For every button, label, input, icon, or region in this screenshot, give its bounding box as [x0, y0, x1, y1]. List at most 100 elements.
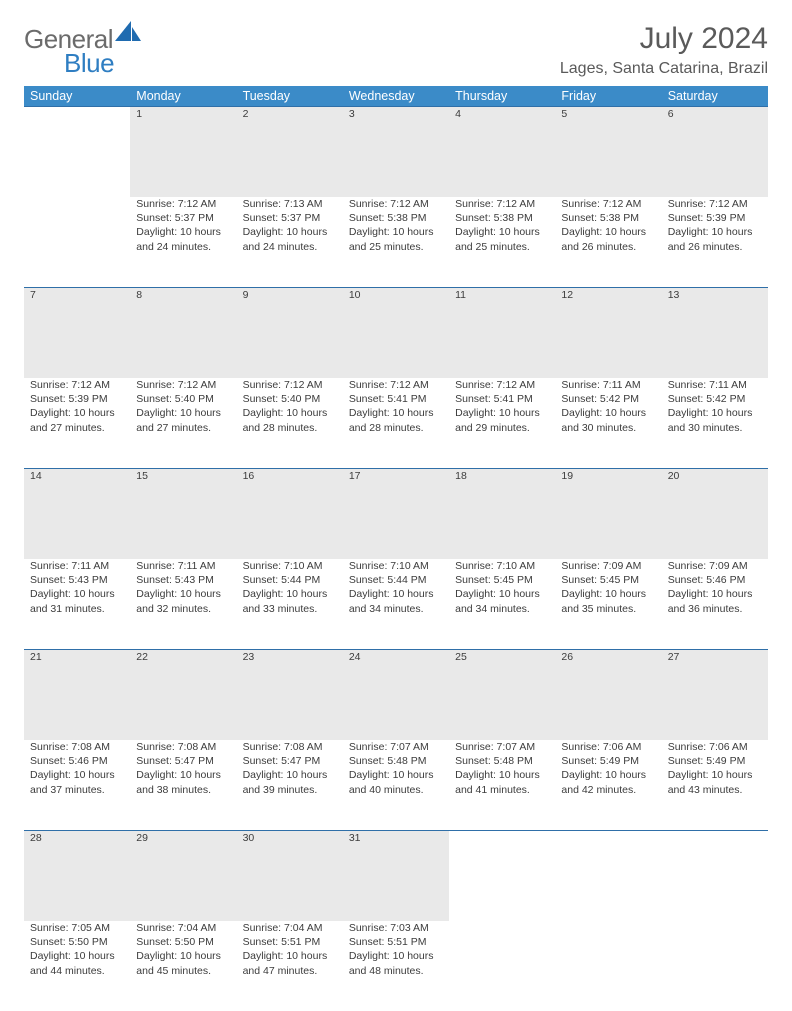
day-number-empty	[24, 107, 130, 198]
day-cell: Sunrise: 7:12 AMSunset: 5:38 PMDaylight:…	[449, 197, 555, 288]
day-dl2: and 33 minutes.	[243, 602, 337, 616]
day-sunrise: Sunrise: 7:12 AM	[136, 197, 230, 211]
day-dl1: Daylight: 10 hours	[668, 225, 762, 239]
day-cell-empty	[449, 921, 555, 1011]
day-dl1: Daylight: 10 hours	[561, 406, 655, 420]
day-cell: Sunrise: 7:12 AMSunset: 5:41 PMDaylight:…	[449, 378, 555, 469]
day-cell: Sunrise: 7:10 AMSunset: 5:44 PMDaylight:…	[343, 559, 449, 650]
day-sunset: Sunset: 5:49 PM	[561, 754, 655, 768]
day-sunset: Sunset: 5:50 PM	[30, 935, 124, 949]
day-dl2: and 24 minutes.	[136, 240, 230, 254]
day-dl2: and 34 minutes.	[455, 602, 549, 616]
day-cell: Sunrise: 7:09 AMSunset: 5:46 PMDaylight:…	[662, 559, 768, 650]
day-sunrise: Sunrise: 7:06 AM	[668, 740, 762, 754]
day-dl2: and 37 minutes.	[30, 783, 124, 797]
day-sunrise: Sunrise: 7:11 AM	[668, 378, 762, 392]
day-dl1: Daylight: 10 hours	[136, 587, 230, 601]
day-cell: Sunrise: 7:05 AMSunset: 5:50 PMDaylight:…	[24, 921, 130, 1011]
day-dl2: and 36 minutes.	[668, 602, 762, 616]
day-cell-empty	[662, 921, 768, 1011]
day-cell: Sunrise: 7:06 AMSunset: 5:49 PMDaylight:…	[555, 740, 661, 831]
day-sunrise: Sunrise: 7:12 AM	[243, 378, 337, 392]
day-cell: Sunrise: 7:04 AMSunset: 5:51 PMDaylight:…	[237, 921, 343, 1011]
day-cell-empty	[555, 921, 661, 1011]
day-number: 21	[24, 650, 130, 741]
day-number-row: 28293031	[24, 831, 768, 922]
day-dl1: Daylight: 10 hours	[349, 587, 443, 601]
day-number-empty	[555, 831, 661, 922]
day-sunrise: Sunrise: 7:04 AM	[136, 921, 230, 935]
day-number: 12	[555, 288, 661, 379]
day-dl1: Daylight: 10 hours	[136, 768, 230, 782]
day-dl1: Daylight: 10 hours	[561, 587, 655, 601]
day-dl2: and 38 minutes.	[136, 783, 230, 797]
day-sunrise: Sunrise: 7:12 AM	[455, 197, 549, 211]
day-dl2: and 35 minutes.	[561, 602, 655, 616]
day-sunrise: Sunrise: 7:11 AM	[136, 559, 230, 573]
day-dl2: and 48 minutes.	[349, 964, 443, 978]
day-number: 6	[662, 107, 768, 198]
day-cell: Sunrise: 7:07 AMSunset: 5:48 PMDaylight:…	[343, 740, 449, 831]
day-cell: Sunrise: 7:12 AMSunset: 5:40 PMDaylight:…	[237, 378, 343, 469]
day-number-row: 123456	[24, 107, 768, 198]
day-number: 20	[662, 469, 768, 560]
day-number-row: 21222324252627	[24, 650, 768, 741]
day-sunset: Sunset: 5:48 PM	[455, 754, 549, 768]
day-dl1: Daylight: 10 hours	[30, 949, 124, 963]
day-number-empty	[449, 831, 555, 922]
day-sunrise: Sunrise: 7:03 AM	[349, 921, 443, 935]
day-sunset: Sunset: 5:46 PM	[668, 573, 762, 587]
day-sunrise: Sunrise: 7:13 AM	[243, 197, 337, 211]
day-sunset: Sunset: 5:49 PM	[668, 754, 762, 768]
day-number: 8	[130, 288, 236, 379]
day-dl1: Daylight: 10 hours	[243, 949, 337, 963]
day-number: 7	[24, 288, 130, 379]
day-number: 25	[449, 650, 555, 741]
day-cell: Sunrise: 7:03 AMSunset: 5:51 PMDaylight:…	[343, 921, 449, 1011]
day-sunrise: Sunrise: 7:12 AM	[455, 378, 549, 392]
day-number: 2	[237, 107, 343, 198]
day-sunset: Sunset: 5:51 PM	[243, 935, 337, 949]
day-dl1: Daylight: 10 hours	[243, 587, 337, 601]
day-dl1: Daylight: 10 hours	[30, 587, 124, 601]
day-sunrise: Sunrise: 7:12 AM	[349, 197, 443, 211]
day-number: 19	[555, 469, 661, 560]
day-cell: Sunrise: 7:12 AMSunset: 5:41 PMDaylight:…	[343, 378, 449, 469]
day-dl2: and 29 minutes.	[455, 421, 549, 435]
day-dl2: and 44 minutes.	[30, 964, 124, 978]
day-sunrise: Sunrise: 7:12 AM	[349, 378, 443, 392]
day-sunset: Sunset: 5:39 PM	[30, 392, 124, 406]
weekday-header: Wednesday	[343, 86, 449, 107]
brand-logo: General Blue	[24, 18, 141, 55]
day-sunrise: Sunrise: 7:10 AM	[455, 559, 549, 573]
day-detail-row: Sunrise: 7:11 AMSunset: 5:43 PMDaylight:…	[24, 559, 768, 650]
day-number: 15	[130, 469, 236, 560]
day-number: 11	[449, 288, 555, 379]
weekday-header: Thursday	[449, 86, 555, 107]
day-dl1: Daylight: 10 hours	[243, 768, 337, 782]
day-dl1: Daylight: 10 hours	[136, 949, 230, 963]
day-sunset: Sunset: 5:47 PM	[243, 754, 337, 768]
month-title: July 2024	[560, 18, 768, 56]
day-number-empty	[662, 831, 768, 922]
day-dl1: Daylight: 10 hours	[349, 768, 443, 782]
day-sunrise: Sunrise: 7:08 AM	[136, 740, 230, 754]
day-dl2: and 30 minutes.	[561, 421, 655, 435]
day-dl2: and 32 minutes.	[136, 602, 230, 616]
day-number: 31	[343, 831, 449, 922]
calendar-table: SundayMondayTuesdayWednesdayThursdayFrid…	[24, 86, 768, 1011]
day-dl2: and 31 minutes.	[30, 602, 124, 616]
weekday-header: Monday	[130, 86, 236, 107]
day-dl2: and 43 minutes.	[668, 783, 762, 797]
day-dl1: Daylight: 10 hours	[243, 406, 337, 420]
day-sunset: Sunset: 5:43 PM	[136, 573, 230, 587]
day-sunset: Sunset: 5:43 PM	[30, 573, 124, 587]
day-number: 30	[237, 831, 343, 922]
day-cell: Sunrise: 7:11 AMSunset: 5:43 PMDaylight:…	[130, 559, 236, 650]
day-sunrise: Sunrise: 7:12 AM	[668, 197, 762, 211]
day-sunset: Sunset: 5:40 PM	[136, 392, 230, 406]
day-sunrise: Sunrise: 7:12 AM	[136, 378, 230, 392]
day-cell: Sunrise: 7:11 AMSunset: 5:42 PMDaylight:…	[555, 378, 661, 469]
brand-sail-icon	[115, 21, 141, 48]
day-dl2: and 27 minutes.	[30, 421, 124, 435]
